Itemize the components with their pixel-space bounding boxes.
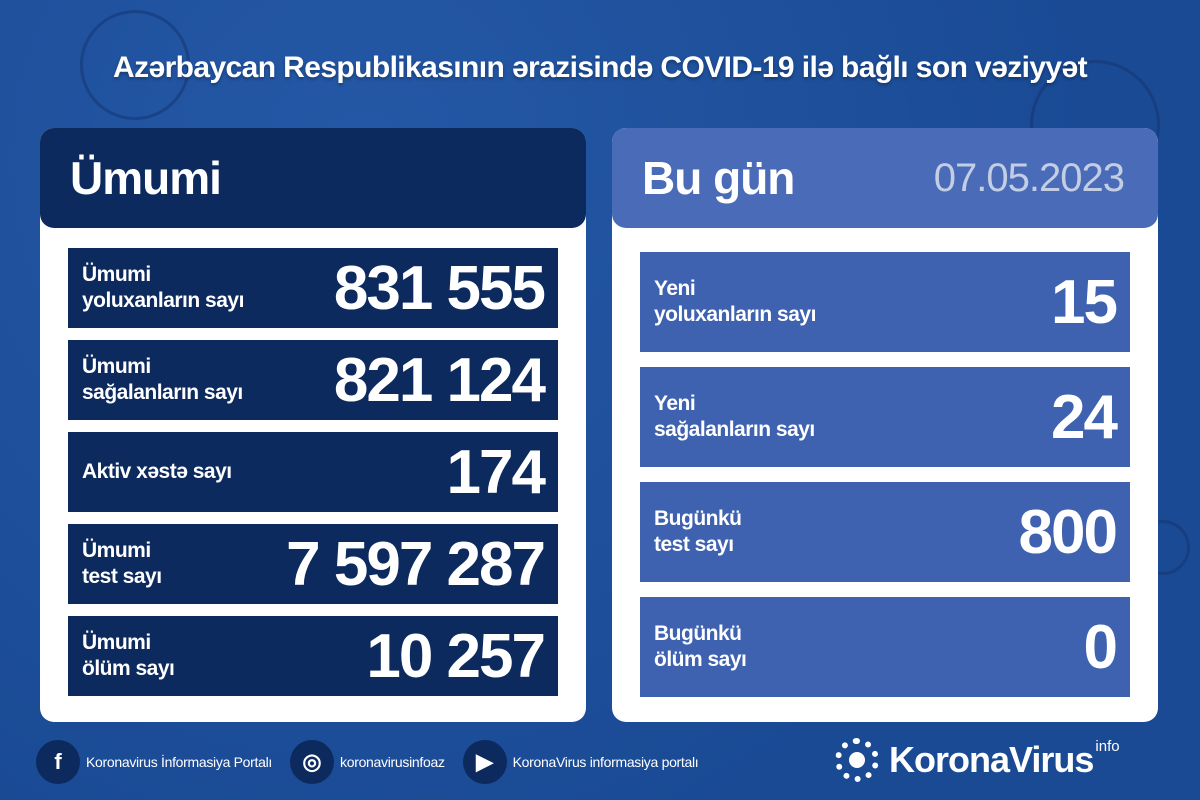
stat-value: 0 [1083,612,1119,682]
stat-label-line: Yeni [654,277,696,300]
stat-label: Yeni yoluxanların sayı [654,276,816,328]
stat-label: Aktiv xəstə sayı [82,459,232,485]
stat-label: Bugünkü ölüm sayı [654,621,747,673]
stat-label-line: Ümumi [82,631,151,654]
stat-value: 821 124 [333,345,546,415]
youtube-icon: ▶ [462,740,507,784]
stat-label-line: sağalanların sayı [82,381,243,404]
stat-label: Ümumi ölüm sayı [82,630,175,682]
stat-label-line: yoluxanların sayı [82,289,244,312]
stat-label-line: Bugünkü [654,622,742,645]
koronavirus-logo: KoronaVirus info [835,738,1120,782]
sun-logo-icon [835,738,879,782]
total-heading: Ümumi [70,152,222,204]
stat-label: Ümumi sağalanların sayı [82,354,243,406]
facebook-icon: f [36,740,80,784]
stat-label-line: yoluxanların sayı [654,303,816,326]
stat-label-line: test sayı [82,565,162,588]
stat-value: 800 [1018,497,1118,567]
stat-label: Ümumi yoluxanların sayı [82,262,244,314]
today-date: 07.05.2023 [933,155,1125,200]
total-panel: Ümumi Ümumi yoluxanların sayı 831 555 Ümumi… [40,128,586,722]
social-link-text: Koronavirus İnformasiya Portalı [86,754,273,770]
stat-label-line: Bugünkü [654,507,742,530]
stat-label-line: Ümumi [82,263,151,286]
stat-value: 831 555 [333,253,546,323]
social-link-text: koronavirusinfoaz [340,754,445,770]
stat-value: 24 [1051,382,1118,452]
social-link[interactable]: ▶ KoronaVirus informasiya portalı [462,740,699,784]
stat-label-line: Ümumi [82,355,151,378]
stat-label-line: sağalanların sayı [654,418,815,441]
stat-value: 174 [446,437,546,507]
stat-label-line: Aktiv xəstə sayı [82,460,232,483]
stat-row: Ümumi ölüm sayı 10 257 [68,616,558,696]
logo-sup: info [1095,738,1120,755]
stat-row: Bugünkü test sayı 800 [640,482,1130,582]
stat-row: Ümumi sağalanların sayı 821 124 [68,340,558,420]
stat-row: Aktiv xəstə sayı 174 [68,432,558,512]
stat-row: Bugünkü ölüm sayı 0 [640,597,1130,697]
total-header: Ümumi [40,128,586,228]
stat-label-line: ölüm sayı [82,657,175,680]
stat-row: Yeni yoluxanların sayı 15 [640,252,1130,352]
social-link[interactable]: ◎ koronavirusinfoaz [290,740,445,784]
stat-label-line: ölüm sayı [654,648,747,671]
stat-label-line: test sayı [654,533,734,556]
stat-value: 7 597 287 [286,529,546,599]
today-heading: Bu gün [642,152,795,204]
instagram-icon: ◎ [290,740,335,784]
stat-value: 15 [1051,267,1118,337]
stat-row: Ümumi test sayı 7 597 287 [68,524,558,604]
stat-value: 10 257 [366,621,546,691]
today-panel: Bu gün 07.05.2023 Yeni yoluxanların sayı 1… [612,128,1158,722]
stat-label-line: Yeni [654,392,696,415]
logo-text: KoronaVirus [889,739,1094,780]
social-link-text: KoronaVirus informasiya portalı [512,754,699,770]
stat-label: Ümumi test sayı [82,538,162,590]
footer: f Koronavirus İnformasiya Portalı ◎ koronav… [36,740,716,784]
stat-label: Bugünkü test sayı [654,506,742,558]
stat-label: Yeni sağalanların sayı [654,391,815,443]
stat-row: Ümumi yoluxanların sayı 831 555 [68,248,558,328]
page-title: Azərbaycan Respublikasının ərazisində CO… [113,51,1088,84]
virus-decoration-icon [80,10,190,120]
today-header: Bu gün 07.05.2023 [612,128,1158,228]
social-link[interactable]: f Koronavirus İnformasiya Portalı [36,740,272,784]
stat-row: Yeni sağalanların sayı 24 [640,367,1130,467]
stat-label-line: Ümumi [82,539,151,562]
